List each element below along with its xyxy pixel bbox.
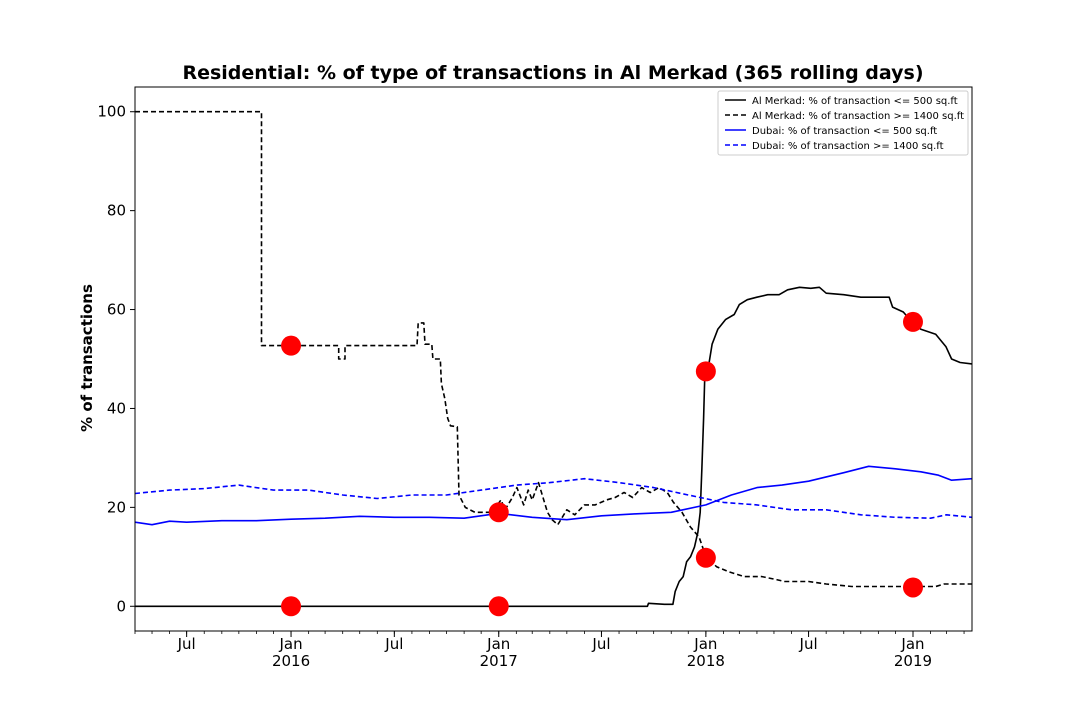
x-tick-label: Jan bbox=[693, 635, 717, 653]
series-line-1 bbox=[135, 286, 972, 608]
legend-label-1: Al Merkad: % of transaction <= 500 sq.ft bbox=[752, 96, 958, 107]
x-tick-label: Jul bbox=[799, 635, 818, 653]
x-tick-label: Jan bbox=[278, 635, 302, 653]
x-tick-label: Jul bbox=[384, 635, 403, 653]
y-tick-label: 80 bbox=[107, 202, 126, 220]
x-tick-label: Jul bbox=[177, 635, 196, 653]
x-tick-year-label: 2019 bbox=[894, 652, 932, 670]
marker-point-8 bbox=[902, 577, 923, 598]
y-tick-label: 100 bbox=[97, 103, 126, 121]
legend-label-2: Al Merkad: % of transaction >= 1400 sq.f… bbox=[752, 111, 964, 122]
series-group bbox=[135, 110, 972, 608]
series-line-2 bbox=[135, 110, 972, 588]
marker-point-3 bbox=[488, 502, 509, 523]
y-tick-label: 40 bbox=[107, 399, 126, 417]
chart-title: Residential: % of type of transactions i… bbox=[182, 62, 923, 84]
marker-point-7 bbox=[902, 311, 923, 332]
x-tick-label: Jan bbox=[900, 635, 924, 653]
x-tick-year-label: 2016 bbox=[272, 652, 310, 670]
plot-frame bbox=[134, 86, 973, 632]
legend-label-3: Dubai: % of transaction <= 500 sq.ft bbox=[752, 126, 937, 137]
y-axis-label: % of transactions bbox=[78, 284, 96, 432]
x-tick-year-label: 2018 bbox=[687, 652, 725, 670]
x-tick-year-label: 2017 bbox=[480, 652, 518, 670]
y-tick-label: 20 bbox=[107, 498, 126, 516]
marker-point-4 bbox=[488, 596, 509, 617]
series-line-3 bbox=[135, 465, 972, 526]
legend-label-4: Dubai: % of transaction >= 1400 sq.ft bbox=[752, 141, 944, 152]
marker-point-2 bbox=[281, 596, 302, 617]
legend-box bbox=[717, 90, 969, 156]
x-tick-label: Jul bbox=[591, 635, 610, 653]
y-tick-label: 60 bbox=[107, 301, 126, 319]
marker-point-1 bbox=[281, 335, 302, 356]
x-tick-label: Jan bbox=[486, 635, 510, 653]
marker-point-5 bbox=[695, 361, 716, 382]
series-line-4 bbox=[135, 477, 972, 519]
marker-point-6 bbox=[695, 547, 716, 568]
y-tick-label: 0 bbox=[116, 597, 126, 615]
legend: Al Merkad: % of transaction <= 500 sq.ft… bbox=[717, 90, 969, 156]
